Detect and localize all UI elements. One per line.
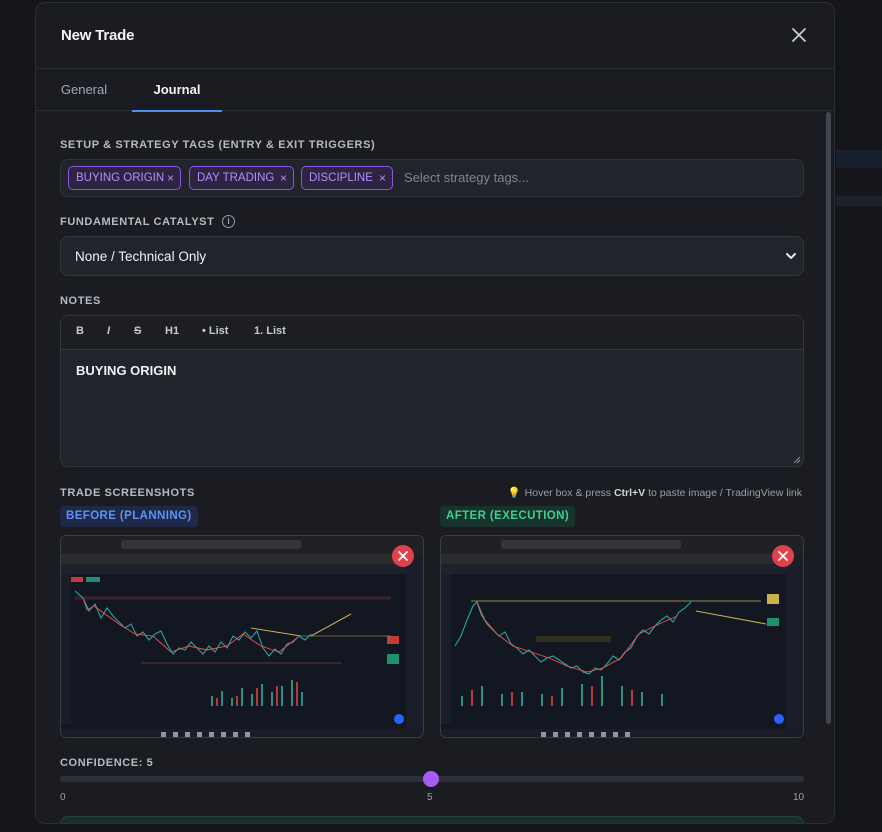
hint-suffix: to paste image / TradingView link bbox=[645, 487, 802, 499]
slider-max-label: 10 bbox=[793, 792, 805, 803]
notes-text: BUYING ORIGIN bbox=[76, 363, 177, 378]
modal-title: New Trade bbox=[61, 27, 135, 44]
editor-toolbar: B I S H1 • List 1. List bbox=[60, 315, 804, 350]
heading-button[interactable]: H1 bbox=[165, 325, 180, 337]
catalyst-select[interactable]: None / Technical Only bbox=[60, 236, 804, 276]
confidence-label: CONFIDENCE: 5 bbox=[60, 757, 154, 769]
tags-placeholder: Select strategy tags... bbox=[404, 170, 530, 185]
close-button[interactable] bbox=[790, 26, 808, 44]
after-label: AFTER (EXECUTION) bbox=[440, 506, 576, 527]
resize-handle-icon[interactable] bbox=[793, 456, 801, 464]
remove-icon bbox=[778, 551, 788, 561]
tag-label: BUYING ORIGIN bbox=[76, 172, 165, 184]
notes-label: NOTES bbox=[60, 295, 101, 307]
scrollbar[interactable] bbox=[826, 112, 831, 724]
backdrop-element bbox=[836, 150, 882, 168]
tag-label: DISCIPLINE bbox=[309, 172, 373, 184]
tab-bar: General Journal bbox=[36, 69, 834, 112]
journal-panel: SETUP & STRATEGY TAGS (ENTRY & EXIT TRIG… bbox=[36, 112, 834, 823]
chevron-down-icon bbox=[786, 253, 796, 259]
tab-general[interactable]: General bbox=[60, 82, 108, 97]
catalyst-label: FUNDAMENTAL CATALYST bbox=[60, 216, 215, 228]
lightbulb-icon: 💡 bbox=[507, 487, 521, 499]
new-trade-modal: New Trade General Journal SETUP & STRATE… bbox=[35, 2, 835, 824]
tag-chip: BUYING ORIGIN × bbox=[68, 166, 181, 190]
strikethrough-button[interactable]: S bbox=[134, 325, 142, 337]
tag-label: DAY TRADING bbox=[197, 172, 275, 184]
numbered-list-button[interactable]: 1. List bbox=[254, 325, 286, 337]
info-icon[interactable]: i bbox=[222, 215, 235, 228]
hint-prefix: Hover box & press bbox=[524, 487, 614, 499]
notes-editor[interactable]: BUYING ORIGIN bbox=[60, 349, 804, 467]
hint-key: Ctrl+V bbox=[613, 487, 646, 499]
tab-journal[interactable]: Journal bbox=[132, 69, 222, 112]
before-chart-image bbox=[61, 536, 423, 737]
slider-min-label: 0 bbox=[60, 792, 66, 803]
bold-button[interactable]: B bbox=[76, 325, 84, 337]
slider-mid-label: 5 bbox=[427, 792, 433, 803]
remove-screenshot-button[interactable] bbox=[392, 545, 414, 567]
before-label: BEFORE (PLANNING) bbox=[60, 506, 198, 527]
strategy-tags-input[interactable]: BUYING ORIGIN × DAY TRADING × DISCIPLINE… bbox=[60, 159, 804, 197]
remove-icon bbox=[398, 551, 408, 561]
paste-hint: 💡 Hover box & press Ctrl+V to paste image… bbox=[508, 486, 802, 499]
modal-header: New Trade bbox=[36, 3, 834, 69]
close-icon bbox=[792, 28, 806, 42]
after-screenshot[interactable] bbox=[440, 535, 804, 738]
next-section-box bbox=[60, 816, 804, 823]
tag-chip: DAY TRADING × bbox=[189, 166, 294, 190]
strategy-tags-label: SETUP & STRATEGY TAGS (ENTRY & EXIT TRIG… bbox=[60, 139, 376, 151]
bullet-list-button[interactable]: • List bbox=[202, 325, 229, 337]
tag-remove-icon[interactable]: × bbox=[279, 171, 287, 185]
tag-chip: DISCIPLINE × bbox=[301, 166, 393, 190]
screenshots-label: TRADE SCREENSHOTS bbox=[60, 487, 195, 499]
tag-remove-icon[interactable]: × bbox=[378, 171, 386, 185]
italic-button[interactable]: I bbox=[107, 325, 111, 337]
confidence-slider-thumb[interactable] bbox=[423, 771, 439, 787]
tag-remove-icon[interactable]: × bbox=[166, 171, 174, 185]
catalyst-value: None / Technical Only bbox=[75, 249, 207, 264]
before-screenshot[interactable] bbox=[60, 535, 424, 738]
backdrop-element bbox=[836, 196, 882, 206]
remove-screenshot-button[interactable] bbox=[772, 545, 794, 567]
after-chart-image bbox=[441, 536, 803, 737]
